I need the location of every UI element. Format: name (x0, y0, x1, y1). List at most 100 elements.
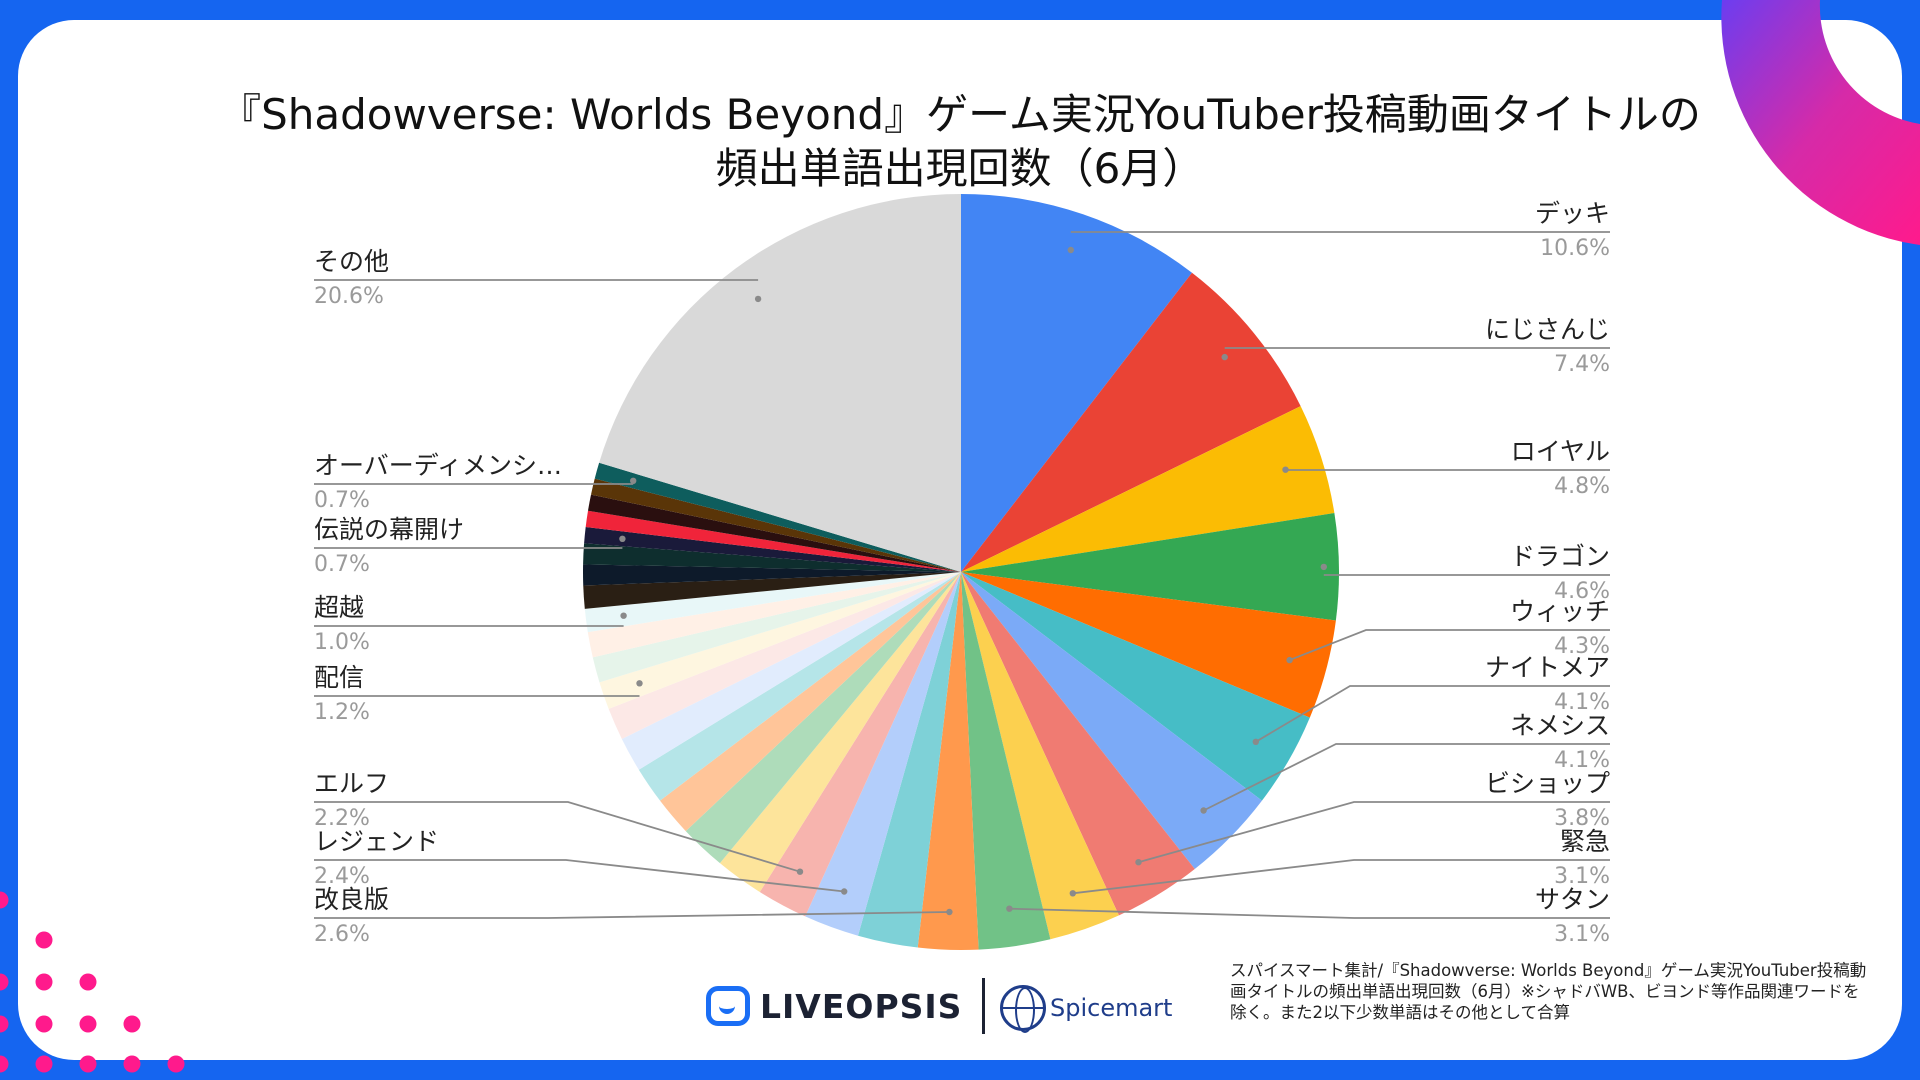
leader-dot (636, 680, 643, 687)
pie-slice (584, 526, 961, 572)
slice-percent-label: 2.6% (314, 922, 370, 947)
logo-divider (982, 978, 985, 1034)
leader-line (1255, 685, 1610, 743)
slice-percent-label: 4.1% (1554, 690, 1610, 715)
liveopsis-logo-icon (706, 986, 750, 1026)
pie-slice (961, 272, 1301, 572)
slice-percent-label: 7.4% (1554, 352, 1610, 377)
slice-percent-label: 1.0% (314, 630, 370, 655)
liveopsis-logo-text: LIVEOPSIS (760, 986, 963, 1026)
slice-label: 配信 (314, 663, 364, 692)
slice-label: 超越 (314, 593, 364, 622)
leader-dot (620, 612, 627, 619)
slice-percent-label: 4.3% (1554, 634, 1610, 659)
pie-slice (599, 193, 961, 572)
slice-label: ナイトメア (1485, 653, 1610, 682)
pie-slice (583, 572, 961, 609)
slice-labels: デッキ 10.6% にじさんじ 7.4% ロイヤル 4.8% ドラゴン 4.6%ウィッチ 4.3… (314, 199, 1610, 947)
pie-slice (961, 572, 1310, 801)
pie-slice (587, 572, 961, 658)
chart-title-line-1: 『Shadowverse: Worlds Beyond』ゲーム実況YouTube… (219, 90, 1701, 139)
chart-title-line-2: 頻出単語出現回数（6月） (715, 144, 1205, 193)
slice-percent-label: 3.8% (1554, 806, 1610, 831)
slice-label: デッキ (1535, 199, 1610, 228)
slice-label: サタン (1535, 885, 1610, 914)
pie-slice (621, 572, 961, 770)
pie-slice (583, 564, 961, 586)
pie-slice (805, 572, 961, 936)
pie-slice (961, 572, 1195, 916)
slice-percent-label: 10.6% (1540, 236, 1610, 261)
slice-label: ドラゴン (1510, 542, 1610, 571)
leader-line (314, 911, 950, 919)
leader-line (1072, 859, 1610, 895)
slice-percent-label: 2.4% (314, 864, 370, 889)
slice-label: ビショップ (1485, 769, 1610, 798)
pie-slices (583, 193, 1339, 950)
slice-label: ロイヤル (1511, 437, 1610, 466)
slice-percent-label: 4.1% (1554, 748, 1610, 773)
slice-label: オーバーディメンシ… (314, 451, 562, 480)
pie-slice (660, 572, 961, 832)
slice-percent-label: 2.2% (314, 806, 370, 831)
pie-slice (594, 462, 961, 572)
slice-percent-label: 0.7% (314, 488, 370, 513)
pie-slice (961, 406, 1335, 572)
leader-dot (630, 477, 637, 484)
slice-label: にじさんじ (1485, 315, 1610, 344)
pie-slice (685, 572, 961, 864)
globe-icon (1000, 985, 1046, 1033)
pie-slice (584, 572, 961, 633)
pie-chart: デッキ 10.6% にじさんじ 7.4% ロイヤル 4.8% ドラゴン 4.6%ウィッチ 4.3… (314, 193, 1610, 950)
leader-line (1138, 801, 1610, 864)
spicemart-logo: Spicemart (1000, 982, 1172, 1034)
spicemart-logo-text: Spicemart (1050, 994, 1173, 1022)
pie-slice (638, 572, 961, 801)
pie-slice (591, 478, 961, 572)
pie-slice (961, 194, 1192, 572)
slice-percent-label: 0.7% (314, 552, 370, 577)
pie-slice (585, 510, 961, 572)
leader-line (1203, 743, 1610, 812)
pie-slice (917, 572, 979, 950)
leader-line (1009, 907, 1610, 919)
pie-slice (583, 543, 961, 572)
slice-label: ネメシス (1510, 711, 1610, 740)
pie-slice (961, 572, 1119, 940)
slice-label: 改良版 (314, 885, 389, 914)
slice-label: ウィッチ (1510, 597, 1610, 626)
liveopsis-logo: LIVEOPSIS (706, 980, 962, 1032)
leader-line (314, 859, 845, 893)
slice-percent-label: 3.1% (1554, 922, 1610, 947)
pie-slice (961, 572, 1336, 718)
pie-slice (759, 572, 961, 917)
chart-title: 『Shadowverse: Worlds Beyond』ゲーム実況YouTube… (18, 88, 1902, 196)
leader-dot (754, 295, 762, 303)
pie-slice (961, 572, 1051, 950)
pie-slice (961, 513, 1339, 621)
pie-slice (719, 572, 961, 892)
leader-line (314, 801, 801, 873)
label-leader-lines (314, 231, 1610, 919)
leader-dot (1067, 246, 1075, 254)
pie-slice (857, 572, 961, 948)
slice-percent-label: 4.6% (1554, 579, 1610, 604)
leader-line (1289, 629, 1610, 661)
pie-slice (592, 572, 961, 683)
leader-dot (1320, 563, 1328, 571)
pie-slice (608, 572, 961, 739)
slice-label: エルフ (314, 769, 389, 798)
slice-label: 緊急 (1560, 827, 1610, 856)
source-note: スパイスマート集計/『Shadowverse: Worlds Beyond』ゲー… (1230, 961, 1867, 1022)
slice-percent-label: 4.8% (1554, 474, 1610, 499)
leader-dot (619, 535, 626, 542)
pie-slice (599, 572, 961, 709)
slice-label: レジェンド (314, 827, 439, 856)
pie-slice (961, 572, 1262, 870)
slice-label: その他 (314, 247, 389, 276)
pie-slice (588, 494, 961, 572)
chart-card: 『Shadowverse: Worlds Beyond』ゲーム実況YouTube… (18, 20, 1902, 1060)
leader-dot (1221, 353, 1228, 361)
slice-percent-label: 20.6% (314, 284, 384, 309)
slice-label: 伝説の幕開け (314, 515, 464, 544)
